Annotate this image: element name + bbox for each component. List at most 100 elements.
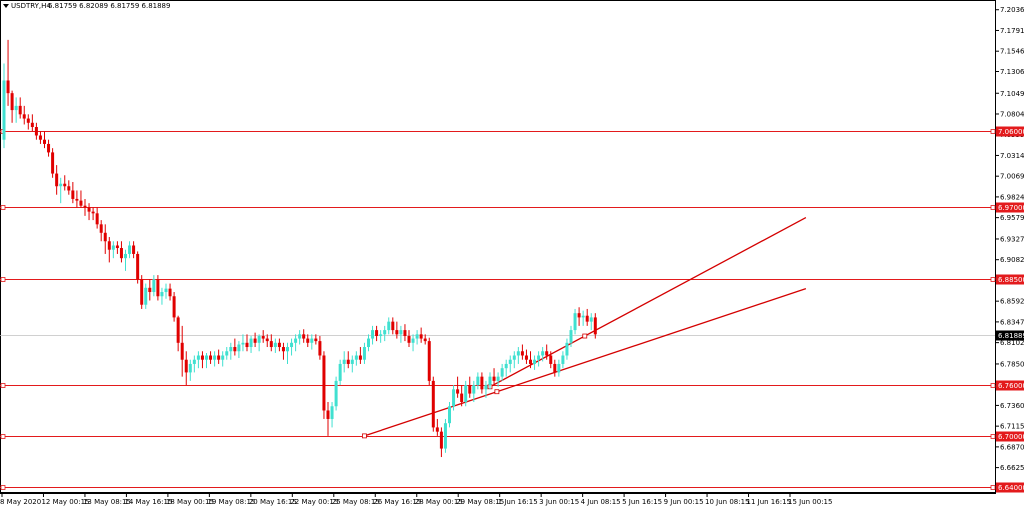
candle-body-36 <box>148 287 152 293</box>
price-axis-ticks: 7.20360 7.17910 7.15460 7.13060 7.10490 7.080… <box>995 6 1024 472</box>
candle-body-66 <box>269 341 273 348</box>
level-anchor-right-4 <box>990 434 996 439</box>
candle-body-35 <box>144 287 148 305</box>
candle-body-31 <box>128 245 132 254</box>
candle-body-113 <box>460 393 464 403</box>
y-tick-label-10: 6.95790 <box>1000 214 1024 222</box>
candle-body-24 <box>99 224 103 233</box>
x-tick-label-19: 15 Jun 00:15 <box>788 498 832 506</box>
candle-body-111 <box>452 389 456 407</box>
candle-body-144 <box>585 315 589 322</box>
current-price-tag-bg <box>996 330 1024 341</box>
candle-body-86 <box>350 359 354 364</box>
candle-body-88 <box>358 355 362 360</box>
candle-body-92 <box>375 330 379 337</box>
level-anchor-left-4 <box>0 434 6 439</box>
candle-body-67 <box>273 342 277 348</box>
candle-body-138 <box>561 355 565 364</box>
y-tick-label-4: 7.10490 <box>1000 90 1024 98</box>
candle-body-112 <box>456 389 460 394</box>
candle-body-126 <box>512 355 516 360</box>
candle-body-13 <box>55 173 59 187</box>
candle-body-96 <box>391 321 395 331</box>
candle-body-61 <box>249 338 253 348</box>
candle-body-26 <box>107 241 111 250</box>
candle-body-127 <box>516 351 520 356</box>
candle-body-105 <box>427 341 431 381</box>
candle-body-131 <box>533 359 537 364</box>
level-tag-label-0: 7.06000 <box>998 128 1024 136</box>
candle-body-5 <box>22 114 26 119</box>
candle-body-0 <box>2 80 6 140</box>
x-tick-label-3: 14 May 16:15 <box>124 498 172 506</box>
candle-body-8 <box>34 127 38 136</box>
level-tag-label-4: 6.70000 <box>998 433 1024 441</box>
ohlc-values: 6.81759 6.82089 6.81759 6.81889 <box>48 2 170 10</box>
channel-anchor-upper-1 <box>582 333 588 339</box>
candle-body-95 <box>387 321 391 331</box>
candle-body-62 <box>253 338 257 343</box>
candle-body-18 <box>75 198 79 201</box>
candle-body-139 <box>565 342 569 356</box>
y-tick-label-16: 6.81020 <box>1000 339 1024 347</box>
level-anchor-right-1 <box>990 205 996 210</box>
y-tick-label-8: 7.00690 <box>1000 173 1024 181</box>
candle-body-129 <box>524 355 528 360</box>
candle-body-17 <box>71 190 75 199</box>
candle-body-4 <box>18 105 22 115</box>
candle-body-146 <box>593 317 597 335</box>
candle-body-58 <box>237 344 241 352</box>
current-price-tag-label: 6.81889 <box>998 332 1024 340</box>
candle-body-133 <box>541 351 545 356</box>
candle-body-22 <box>91 211 95 214</box>
candle-body-122 <box>496 376 500 381</box>
level-anchor-left-2 <box>0 277 6 282</box>
candle-body-116 <box>472 385 476 394</box>
candle-body-63 <box>257 336 261 343</box>
candle-body-65 <box>265 338 269 342</box>
candle-body-3 <box>14 105 18 111</box>
candle-body-42 <box>172 296 176 318</box>
candle-body-100 <box>407 336 411 343</box>
candle-body-6 <box>26 118 30 123</box>
y-tick-label-5: 7.08040 <box>1000 110 1024 118</box>
candle-body-104 <box>423 338 427 342</box>
candle-body-83 <box>338 363 342 381</box>
candle-body-145 <box>589 317 593 322</box>
candle-body-10 <box>43 139 46 144</box>
candle-body-110 <box>448 406 451 424</box>
candle-body-136 <box>553 363 557 373</box>
candle-body-12 <box>51 152 55 174</box>
x-tick-label-2: 13 May 08:15 <box>83 498 131 506</box>
candle-body-71 <box>290 342 294 348</box>
candle-body-107 <box>435 427 439 432</box>
x-tick-label-14: 4 Jun 08:15 <box>581 498 621 506</box>
level-tag-bg-2 <box>996 274 1024 285</box>
level-anchor-right-2 <box>990 277 996 282</box>
level-tag-label-1: 6.97000 <box>998 204 1024 212</box>
candle-body-125 <box>508 359 512 364</box>
candle-body-37 <box>152 279 156 293</box>
dropdown-triangle-icon[interactable] <box>3 4 9 8</box>
candle-body-79 <box>322 355 326 411</box>
candle-body-120 <box>488 376 492 386</box>
x-tick-label-9: 26 May 16:15 <box>373 498 421 506</box>
candle-body-70 <box>286 347 289 352</box>
x-tick-label-10: 28 May 00:15 <box>415 498 463 506</box>
candle-body-50 <box>205 355 208 360</box>
candle-body-74 <box>302 334 306 339</box>
candle-body-97 <box>395 330 399 335</box>
candle-body-118 <box>480 376 484 390</box>
candle-body-128 <box>520 351 524 356</box>
level-anchor-right-3 <box>990 383 996 388</box>
candle-body-40 <box>164 288 168 293</box>
candle-body-135 <box>549 355 553 364</box>
candle-body-85 <box>346 359 350 364</box>
x-tick-label-16: 9 Jun 00:15 <box>664 498 704 506</box>
horizontal-levels <box>0 129 996 490</box>
candle-body-47 <box>192 359 196 364</box>
candle-body-98 <box>399 330 403 335</box>
